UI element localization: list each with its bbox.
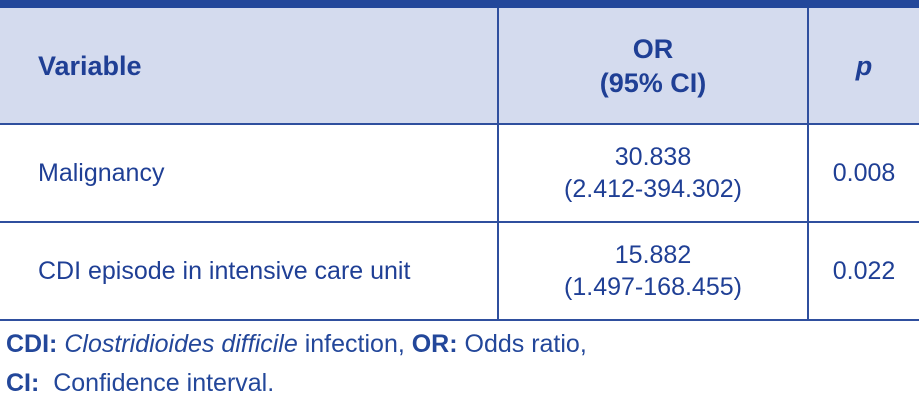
odds-ratio-table: Variable OR (95% CI) p Malignancy 30.838… (0, 8, 919, 321)
row-variable: CDI episode in intensive care unit (0, 222, 499, 320)
header-or-ci: OR (95% CI) (498, 8, 809, 124)
footnote-ci-def: Confidence interval. (39, 369, 275, 397)
footnote-cdi-species: Clostridioides difficile (64, 330, 298, 358)
row-or-ci: 15.882 (1.497-168.455) (498, 222, 809, 320)
row-p: 0.008 (832, 159, 896, 187)
row-ci: (2.412-394.302) (564, 175, 742, 203)
table-row: CDI episode in intensive care unit 15.88… (0, 222, 919, 320)
footnote-ci-abbr: CI: (6, 369, 40, 397)
header-ci: (95% CI) (599, 67, 707, 98)
header-p: p (808, 8, 919, 124)
row-or-ci: 30.838 (2.412-394.302) (498, 124, 809, 222)
row-variable: Malignancy (0, 124, 499, 222)
row-p: 0.022 (832, 257, 896, 285)
header-row: Variable OR (95% CI) p (0, 8, 919, 124)
footnote-cdi-abbr: CDI: (6, 330, 58, 358)
footnote-line-2: CI: Confidence interval. (6, 368, 274, 398)
footnote-or-def: Odds ratio, (457, 330, 587, 358)
row-or: 30.838 (614, 143, 692, 171)
header-variable: Variable (0, 8, 499, 124)
header-or: OR (632, 33, 674, 64)
footnote-cdi-rest: infection, (297, 330, 412, 358)
footnote-line-1: CDI: Clostridioides difficile infection,… (6, 329, 587, 359)
row-ci: (1.497-168.455) (564, 273, 742, 301)
footnote-or-abbr: OR: (411, 330, 458, 358)
top-rule (0, 0, 919, 8)
row-or: 15.882 (614, 241, 692, 269)
table-row: Malignancy 30.838 (2.412-394.302) 0.008 (0, 124, 919, 222)
